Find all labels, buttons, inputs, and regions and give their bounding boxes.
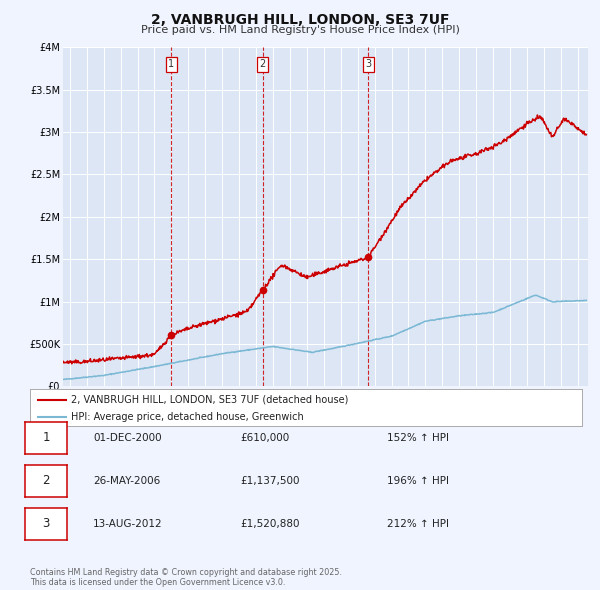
Text: 152% ↑ HPI: 152% ↑ HPI	[387, 433, 449, 442]
Text: 2: 2	[259, 59, 266, 69]
Text: 196% ↑ HPI: 196% ↑ HPI	[387, 476, 449, 486]
Text: 2: 2	[43, 474, 50, 487]
Text: HPI: Average price, detached house, Greenwich: HPI: Average price, detached house, Gree…	[71, 412, 304, 422]
Text: £1,520,880: £1,520,880	[240, 519, 299, 529]
Text: 26-MAY-2006: 26-MAY-2006	[93, 476, 160, 486]
Text: 2, VANBRUGH HILL, LONDON, SE3 7UF: 2, VANBRUGH HILL, LONDON, SE3 7UF	[151, 13, 449, 27]
Text: Contains HM Land Registry data © Crown copyright and database right 2025.
This d: Contains HM Land Registry data © Crown c…	[30, 568, 342, 587]
Text: 3: 3	[365, 59, 371, 69]
Text: 3: 3	[43, 517, 50, 530]
Text: 1: 1	[43, 431, 50, 444]
Text: £1,137,500: £1,137,500	[240, 476, 299, 486]
Text: 01-DEC-2000: 01-DEC-2000	[93, 433, 161, 442]
Text: 13-AUG-2012: 13-AUG-2012	[93, 519, 163, 529]
Text: £610,000: £610,000	[240, 433, 289, 442]
Text: 1: 1	[169, 59, 175, 69]
Text: 212% ↑ HPI: 212% ↑ HPI	[387, 519, 449, 529]
Text: 2, VANBRUGH HILL, LONDON, SE3 7UF (detached house): 2, VANBRUGH HILL, LONDON, SE3 7UF (detac…	[71, 395, 349, 405]
Text: Price paid vs. HM Land Registry's House Price Index (HPI): Price paid vs. HM Land Registry's House …	[140, 25, 460, 35]
